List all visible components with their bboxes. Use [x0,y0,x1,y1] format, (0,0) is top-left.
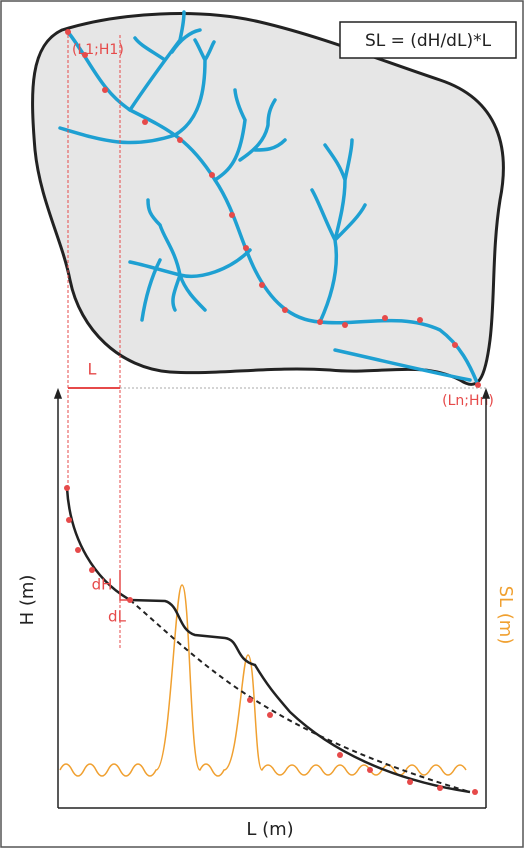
segment-label: L [88,360,97,379]
y-axis-label: H (m) [17,575,38,626]
diagram: SL = (dH/dL)*L (L1;H1) (Ln;Hn) L H (m) S… [0,0,524,848]
formula: SL = (dH/dL)*L [365,31,492,51]
dl-label: dL [108,608,127,626]
x-axis-label: L (m) [246,819,293,840]
start-point-label: (L1;H1) [72,42,124,58]
dh-label: dH [92,576,113,594]
y2-axis-label: SL (m) [495,586,516,645]
